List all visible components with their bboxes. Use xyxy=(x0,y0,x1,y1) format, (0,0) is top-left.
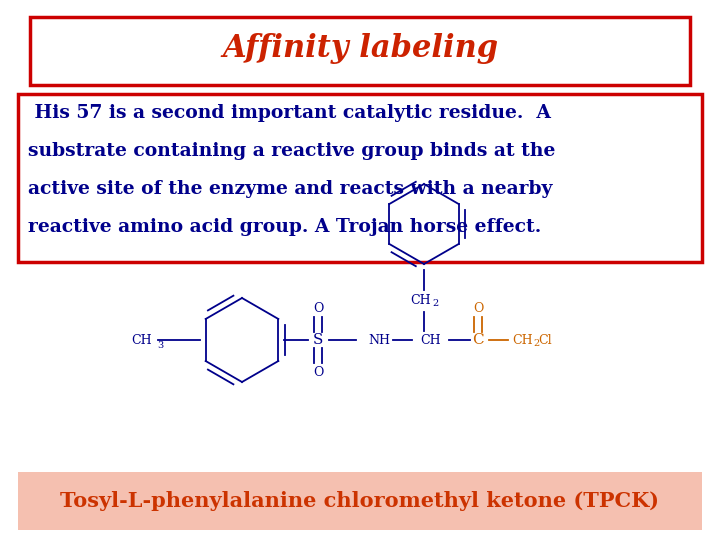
FancyBboxPatch shape xyxy=(18,472,702,530)
Text: NH: NH xyxy=(368,334,390,347)
Text: 2: 2 xyxy=(432,300,438,308)
Text: CH: CH xyxy=(420,334,441,347)
Text: Tosyl-L-phenylalanine chloromethyl ketone (TPCK): Tosyl-L-phenylalanine chloromethyl keton… xyxy=(60,491,660,511)
Text: 2: 2 xyxy=(533,340,539,348)
Text: O: O xyxy=(312,301,323,314)
Text: CH: CH xyxy=(131,334,152,347)
Text: Affinity labeling: Affinity labeling xyxy=(222,33,498,64)
Text: O: O xyxy=(473,301,483,314)
FancyBboxPatch shape xyxy=(18,94,702,262)
Text: O: O xyxy=(312,366,323,379)
Text: active site of the enzyme and reacts with a nearby: active site of the enzyme and reacts wit… xyxy=(28,180,552,198)
Text: C: C xyxy=(472,333,484,347)
Text: CH: CH xyxy=(410,294,431,307)
Text: reactive amino acid group. A Trojan horse effect.: reactive amino acid group. A Trojan hors… xyxy=(28,218,541,236)
Text: 3: 3 xyxy=(157,341,163,349)
Text: S: S xyxy=(312,333,323,347)
Text: Cl: Cl xyxy=(538,334,552,347)
Text: CH: CH xyxy=(512,334,533,347)
Text: substrate containing a reactive group binds at the: substrate containing a reactive group bi… xyxy=(28,142,555,160)
Text: His 57 is a second important catalytic residue.  A: His 57 is a second important catalytic r… xyxy=(28,104,551,122)
FancyBboxPatch shape xyxy=(30,17,690,85)
